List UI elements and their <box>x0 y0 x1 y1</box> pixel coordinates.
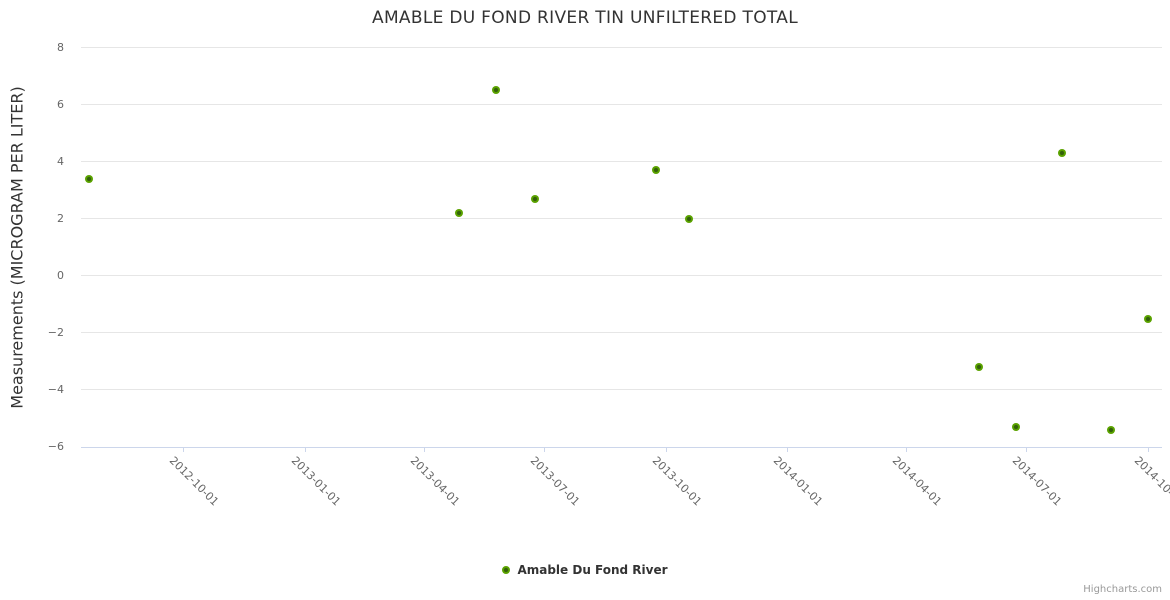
data-point[interactable] <box>455 209 464 217</box>
x-axis-tick-mark <box>183 447 184 452</box>
y-axis-tick-label: −4 <box>47 382 64 396</box>
x-axis-tick-mark <box>1026 447 1028 452</box>
x-axis-tick-label: 2014-04-01 <box>889 454 945 509</box>
x-axis-tick-label: 2014-07-01 <box>1010 454 1065 509</box>
x-axis-tick-mark <box>543 447 545 452</box>
y-axis-tick-label: 4 <box>57 154 64 168</box>
y-gridline <box>81 332 1162 334</box>
y-gridline <box>81 275 1162 277</box>
x-axis-tick-mark <box>423 447 425 452</box>
y-axis-tick-label: −2 <box>47 325 64 339</box>
y-gridline <box>81 161 1162 163</box>
data-point[interactable] <box>530 194 539 203</box>
y-gridline <box>81 218 1162 220</box>
x-axis-tick-mark <box>1148 447 1149 452</box>
x-axis-tick-label: 2013-10-01 <box>649 454 704 509</box>
data-point[interactable] <box>1058 149 1067 158</box>
legend-marker-icon <box>502 566 511 574</box>
data-point[interactable] <box>85 174 94 183</box>
legend[interactable]: Amable Du Fond River <box>0 563 1170 577</box>
legend-series-label: Amable Du Fond River <box>517 563 668 577</box>
data-point[interactable] <box>685 214 694 223</box>
y-axis-tick-label: 6 <box>57 97 64 111</box>
y-axis-tick-label: −6 <box>47 440 64 453</box>
y-gridline <box>81 389 1162 391</box>
y-gridline <box>81 104 1162 106</box>
x-axis-tick-label: 2014-10-01 <box>1131 454 1170 509</box>
data-point[interactable] <box>492 86 501 95</box>
chart-title: AMABLE DU FOND RIVER TIN UNFILTERED TOTA… <box>372 8 798 28</box>
x-axis-tick-mark <box>787 447 789 452</box>
x-axis-line <box>81 446 1162 448</box>
y-axis-tick-label: 2 <box>57 211 64 225</box>
data-point[interactable] <box>1144 314 1152 323</box>
x-axis-tick-mark <box>304 447 306 452</box>
x-axis-tick-label: 2013-01-01 <box>288 454 343 509</box>
y-axis-tick-label: 0 <box>57 268 64 282</box>
x-axis-tick-label: 2012-10-01 <box>166 454 222 509</box>
highcharts-credits-link[interactable]: Highcharts.com <box>1083 584 1162 595</box>
x-axis-tick-label: 2014-01-01 <box>770 454 826 509</box>
y-axis-tick-label: 8 <box>57 40 64 54</box>
data-point[interactable] <box>1011 423 1020 432</box>
data-point[interactable] <box>652 166 661 175</box>
data-point[interactable] <box>974 363 983 372</box>
y-gridline <box>81 47 1162 48</box>
x-axis-tick-label: 2013-07-01 <box>527 454 583 509</box>
data-point[interactable] <box>1106 425 1115 434</box>
x-axis-tick-label: 2013-04-01 <box>407 454 462 509</box>
x-axis-tick-mark <box>906 447 908 452</box>
x-axis-tick-mark <box>665 447 667 452</box>
